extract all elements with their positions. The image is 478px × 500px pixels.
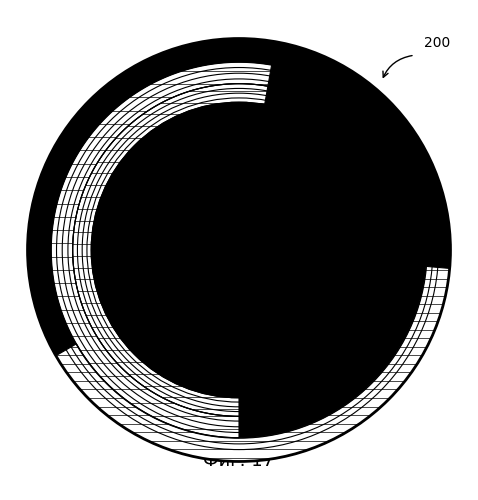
Circle shape xyxy=(190,196,226,232)
Circle shape xyxy=(203,276,213,285)
PathPatch shape xyxy=(73,84,268,416)
PathPatch shape xyxy=(51,62,272,438)
Circle shape xyxy=(190,263,226,299)
Circle shape xyxy=(92,102,386,398)
Circle shape xyxy=(173,178,244,250)
PathPatch shape xyxy=(56,266,450,462)
Circle shape xyxy=(28,38,450,462)
Text: Фиг. 17: Фиг. 17 xyxy=(204,452,274,470)
Circle shape xyxy=(234,212,305,284)
Circle shape xyxy=(265,243,275,252)
Circle shape xyxy=(252,230,288,266)
Circle shape xyxy=(173,245,244,316)
Text: 200: 200 xyxy=(424,36,451,51)
Circle shape xyxy=(203,210,213,219)
